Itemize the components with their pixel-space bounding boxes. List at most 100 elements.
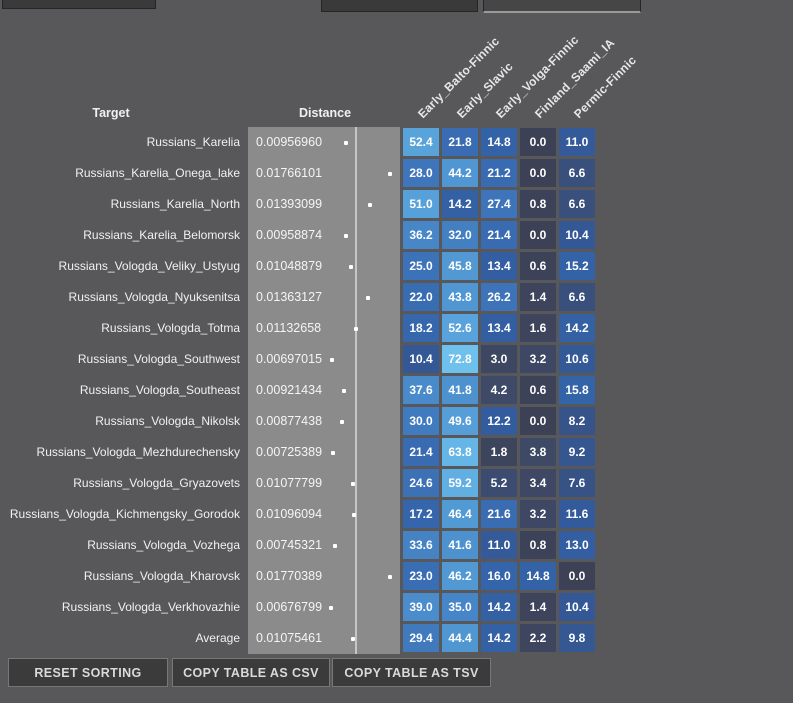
- distance-value: 0.00877438: [256, 414, 323, 428]
- target-row-label: Russians_Vologda_Totma: [101, 321, 240, 335]
- heatmap-cell: 8.2: [559, 407, 595, 435]
- heatmap-cell: 6.6: [559, 190, 595, 218]
- heatmap-cell: 21.8: [442, 128, 478, 156]
- heatmap-cell: 0.8: [520, 190, 556, 218]
- distance-value: 0.00725389: [256, 445, 323, 459]
- heatmap-cell: 51.0: [403, 190, 439, 218]
- reset-sorting-button[interactable]: RESET SORTING: [8, 658, 168, 687]
- heatmap-cell: 3.2: [520, 345, 556, 373]
- distance-value: 0.00745321: [256, 538, 323, 552]
- heatmap-cell: 14.2: [559, 314, 595, 342]
- heatmap-cell: 32.0: [442, 221, 478, 249]
- distance-value: 0.01766101: [256, 166, 323, 180]
- heatmap-cell: 18.2: [403, 314, 439, 342]
- heatmap-cell: 10.4: [403, 345, 439, 373]
- target-row-label: Russians_Vologda_Mezhdurechensky: [36, 445, 240, 459]
- top-button-middle[interactable]: [321, 0, 478, 12]
- target-row-label: Russians_Vologda_Southwest: [77, 352, 240, 366]
- distance-dot-marker: [344, 234, 349, 238]
- distance-dot-marker: [344, 141, 349, 145]
- copy-table-tsv-button[interactable]: COPY TABLE AS TSV: [332, 658, 491, 687]
- distance-dot-marker: [350, 482, 355, 486]
- column-header-distance[interactable]: Distance: [298, 106, 352, 120]
- heatmap-cell: 13.4: [481, 314, 517, 342]
- target-row-label: Russians_Vologda_Verkhovazhie: [61, 600, 240, 614]
- target-row-label: Russians_Karelia: [146, 135, 240, 149]
- heatmap-cell: 1.4: [520, 283, 556, 311]
- distance-value: 0.00956960: [256, 135, 323, 149]
- distance-dot-marker: [350, 637, 355, 641]
- distance-value: 0.01770389: [256, 569, 323, 583]
- distance-dot-marker: [339, 420, 344, 424]
- heatmap-cell: 3.0: [481, 345, 517, 373]
- heatmap-cell: 29.4: [403, 624, 439, 652]
- heatmap-cell: 15.8: [559, 376, 595, 404]
- heatmap-cell: 10.4: [559, 593, 595, 621]
- target-row-label: Russians_Vologda_Nyuksenitsa: [68, 290, 240, 304]
- heatmap-cell: 46.4: [442, 500, 478, 528]
- heatmap-cell: 36.2: [403, 221, 439, 249]
- heatmap-cell: 2.2: [520, 624, 556, 652]
- distance-value: 0.00958874: [256, 228, 323, 242]
- heatmap-cell: 59.2: [442, 469, 478, 497]
- heatmap-cell: 1.4: [520, 593, 556, 621]
- heatmap-cell: 0.0: [520, 221, 556, 249]
- heatmap-cell: 0.6: [520, 252, 556, 280]
- distance-value: 0.01363127: [256, 290, 323, 304]
- heatmap-cell: 35.0: [442, 593, 478, 621]
- target-row-label: Russians_Vologda_Veliky_Ustyug: [58, 259, 240, 273]
- heatmap-cell: 6.6: [559, 283, 595, 311]
- heatmap-cell: 21.4: [481, 221, 517, 249]
- heatmap-cell: 16.0: [481, 562, 517, 590]
- heatmap-cell: 44.2: [442, 159, 478, 187]
- heatmap-cell: 3.8: [520, 438, 556, 466]
- heatmap-cell: 17.2: [403, 500, 439, 528]
- distance-dot-marker: [388, 172, 393, 176]
- distance-value: 0.01048879: [256, 259, 323, 273]
- heatmap-cell: 1.6: [520, 314, 556, 342]
- heatmap-cell: 37.6: [403, 376, 439, 404]
- heatmap-cell: 25.0: [403, 252, 439, 280]
- distance-dot-marker: [328, 606, 333, 610]
- heatmap-cell: 63.8: [442, 438, 478, 466]
- heatmap-cell: 33.6: [403, 531, 439, 559]
- distance-scale-strip: [248, 127, 400, 654]
- column-header-target[interactable]: Target: [92, 106, 130, 120]
- heatmap-cell: 3.4: [520, 469, 556, 497]
- heatmap-cell: 14.2: [481, 593, 517, 621]
- heatmap-cell: 43.8: [442, 283, 478, 311]
- heatmap-cell: 45.8: [442, 252, 478, 280]
- target-row-label: Russians_Vologda_Nikolsk: [95, 414, 240, 428]
- heatmap-cell: 27.4: [481, 190, 517, 218]
- distance-value: 0.00676799: [256, 600, 323, 614]
- distance-dot-marker: [353, 327, 358, 331]
- heatmap-cell: 41.8: [442, 376, 478, 404]
- copy-table-csv-button[interactable]: COPY TABLE AS CSV: [172, 658, 330, 687]
- target-row-label: Russians_Karelia_Belomorsk: [83, 228, 240, 242]
- heatmap-cell: 11.0: [559, 128, 595, 156]
- heatmap-cell: 5.2: [481, 469, 517, 497]
- heatmap-cell: 12.2: [481, 407, 517, 435]
- heatmap-cell: 14.8: [481, 128, 517, 156]
- target-row-label: Russians_Vologda_Vozhega: [87, 538, 240, 552]
- heatmap-cell: 21.6: [481, 500, 517, 528]
- heatmap-cell: 14.8: [520, 562, 556, 590]
- target-row-label: Russians_Karelia_Onega_lake: [75, 166, 240, 180]
- target-row-label: Average: [195, 631, 240, 645]
- top-button-left[interactable]: [2, 0, 156, 9]
- heatmap-cell: 39.0: [403, 593, 439, 621]
- heatmap-cell: 0.6: [520, 376, 556, 404]
- heatmap-cell: 11.0: [481, 531, 517, 559]
- top-button-right[interactable]: [483, 0, 641, 13]
- heatmap-cell: 28.0: [403, 159, 439, 187]
- heatmap-cell: 52.4: [403, 128, 439, 156]
- heatmap-cell: 6.6: [559, 159, 595, 187]
- target-row-label: Russians_Vologda_Kichmengsky_Gorodok: [9, 507, 240, 521]
- heatmap-cell: 13.4: [481, 252, 517, 280]
- heatmap-cell: 9.8: [559, 624, 595, 652]
- distance-dot-marker: [342, 389, 347, 393]
- heatmap-cell: 24.6: [403, 469, 439, 497]
- heatmap-cell: 14.2: [442, 190, 478, 218]
- heatmap-cell: 0.0: [520, 128, 556, 156]
